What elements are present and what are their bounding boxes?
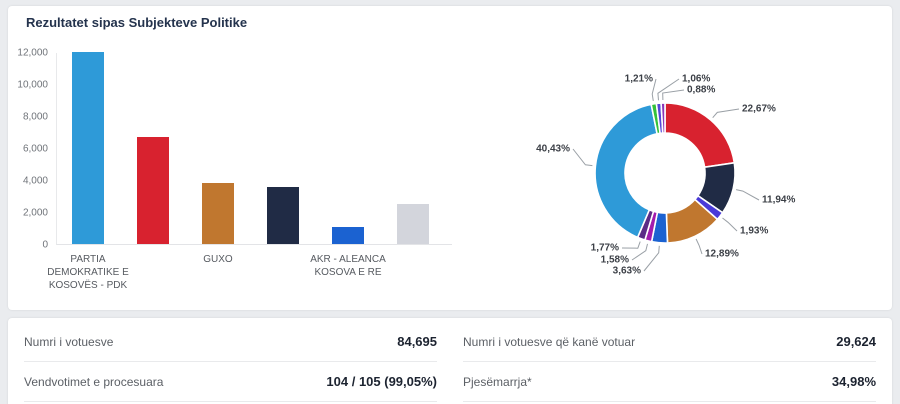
bar-6 xyxy=(397,204,429,244)
stat-label-voted: Numri i votuesve që kanë votuar xyxy=(463,334,636,349)
bar-5 xyxy=(332,227,364,244)
x-axis-label: PARTIA DEMOKRATIKE E KOSOVËS - PDK xyxy=(47,254,129,291)
stat-value-voted: 29,624 xyxy=(836,334,876,349)
donut-label-line xyxy=(657,78,680,101)
stat-label-voters: Numri i votuesve xyxy=(24,334,114,349)
stat-label-turnout: Pjesëmarrja* xyxy=(463,374,532,389)
results-card: Rezultatet sipas Subjekteve Politike 12,… xyxy=(8,6,892,310)
stats-section: Numri i votuesve 84,695 Numri i votuesve… xyxy=(8,318,892,404)
donut-percentage-label: 0,88% xyxy=(687,85,715,96)
donut-label-line xyxy=(572,148,593,167)
stat-row-polling-stations: Vendvotimet e procesuara 104 / 105 (99,0… xyxy=(24,362,437,402)
donut-label-line xyxy=(621,241,641,249)
donut-percentage-label: 11,94% xyxy=(762,195,795,206)
stat-value-turnout: 34,98% xyxy=(831,374,876,389)
bar-y-axis: 12,000 10,000 8,000 6,000 4,000 2,000 0 xyxy=(16,48,52,251)
donut-percentage-label: 12,89% xyxy=(705,249,739,260)
y-axis-tick: 0 xyxy=(42,239,48,251)
donut-svg: 22,67% 11,94% 1,93% 12,89% 3,63%1,58%1,77% 40… xyxy=(536,74,795,277)
stat-value-voters: 84,695 xyxy=(397,334,437,349)
stat-row-voted: Numri i votuesve që kanë votuar 29,624 xyxy=(463,322,876,362)
donut-percentage-label: 1,06% xyxy=(682,74,710,85)
donut-label-line xyxy=(662,89,685,101)
donut-label-line xyxy=(712,108,740,119)
page-title: Rezultatet sipas Subjekteve Politike xyxy=(26,15,248,30)
donut-chart: 22,67% 11,94% 1,93% 12,89% 3,63% 1,58% 1,77% 40… xyxy=(450,6,900,306)
donut-label-line xyxy=(695,238,703,255)
donut-percentage-label: 1,77% xyxy=(591,243,619,254)
donut-slice-11 xyxy=(660,102,666,134)
donut-label-line xyxy=(643,245,660,272)
bar-1 xyxy=(72,52,104,244)
stat-row-voters: Numri i votuesve 84,695 xyxy=(24,322,437,362)
donut-label-line xyxy=(651,78,657,101)
y-axis-tick: 4,000 xyxy=(22,175,48,187)
y-axis-tick: 8,000 xyxy=(22,111,48,123)
donut-slice-8 xyxy=(594,103,659,239)
donut-percentage-label: 1,58% xyxy=(601,255,629,266)
donut-percentage-label: 1,93% xyxy=(740,226,768,237)
bar-2 xyxy=(137,137,169,244)
stat-label-polling-stations: Vendvotimet e procesuara xyxy=(24,374,164,389)
donut-percentage-label: 1,21% xyxy=(625,74,653,85)
donut-label-line xyxy=(735,189,760,201)
x-axis-label: GUXO xyxy=(203,254,233,265)
donut-percentage-label: 22,67% xyxy=(742,104,776,115)
stat-value-polling-stations: 104 / 105 (99,05%) xyxy=(326,374,437,389)
donut-label-line xyxy=(722,217,738,232)
y-axis-tick: 2,000 xyxy=(22,207,48,219)
y-axis-tick: 10,000 xyxy=(17,79,48,91)
bar-plot: PARTIA DEMOKRATIKE E KOSOVËS - PDK GUXO AK… xyxy=(47,52,452,291)
bar-chart: 12,000 10,000 8,000 6,000 4,000 2,000 0 PARTIA… xyxy=(16,48,456,303)
bar-4 xyxy=(267,187,299,244)
y-axis-tick: 6,000 xyxy=(22,143,48,155)
donut-percentage-label: 3,63% xyxy=(613,266,641,277)
donut-label-line xyxy=(631,243,648,261)
y-axis-tick: 12,000 xyxy=(17,47,48,59)
donut-slice-1 xyxy=(664,102,736,169)
bar-3 xyxy=(202,183,234,244)
x-axis-label: AKR - ALEANCA KOSOVA E RE xyxy=(310,254,386,278)
donut-percentage-label: 40,43% xyxy=(536,144,570,155)
stat-row-turnout: Pjesëmarrja* 34,98% xyxy=(463,362,876,402)
